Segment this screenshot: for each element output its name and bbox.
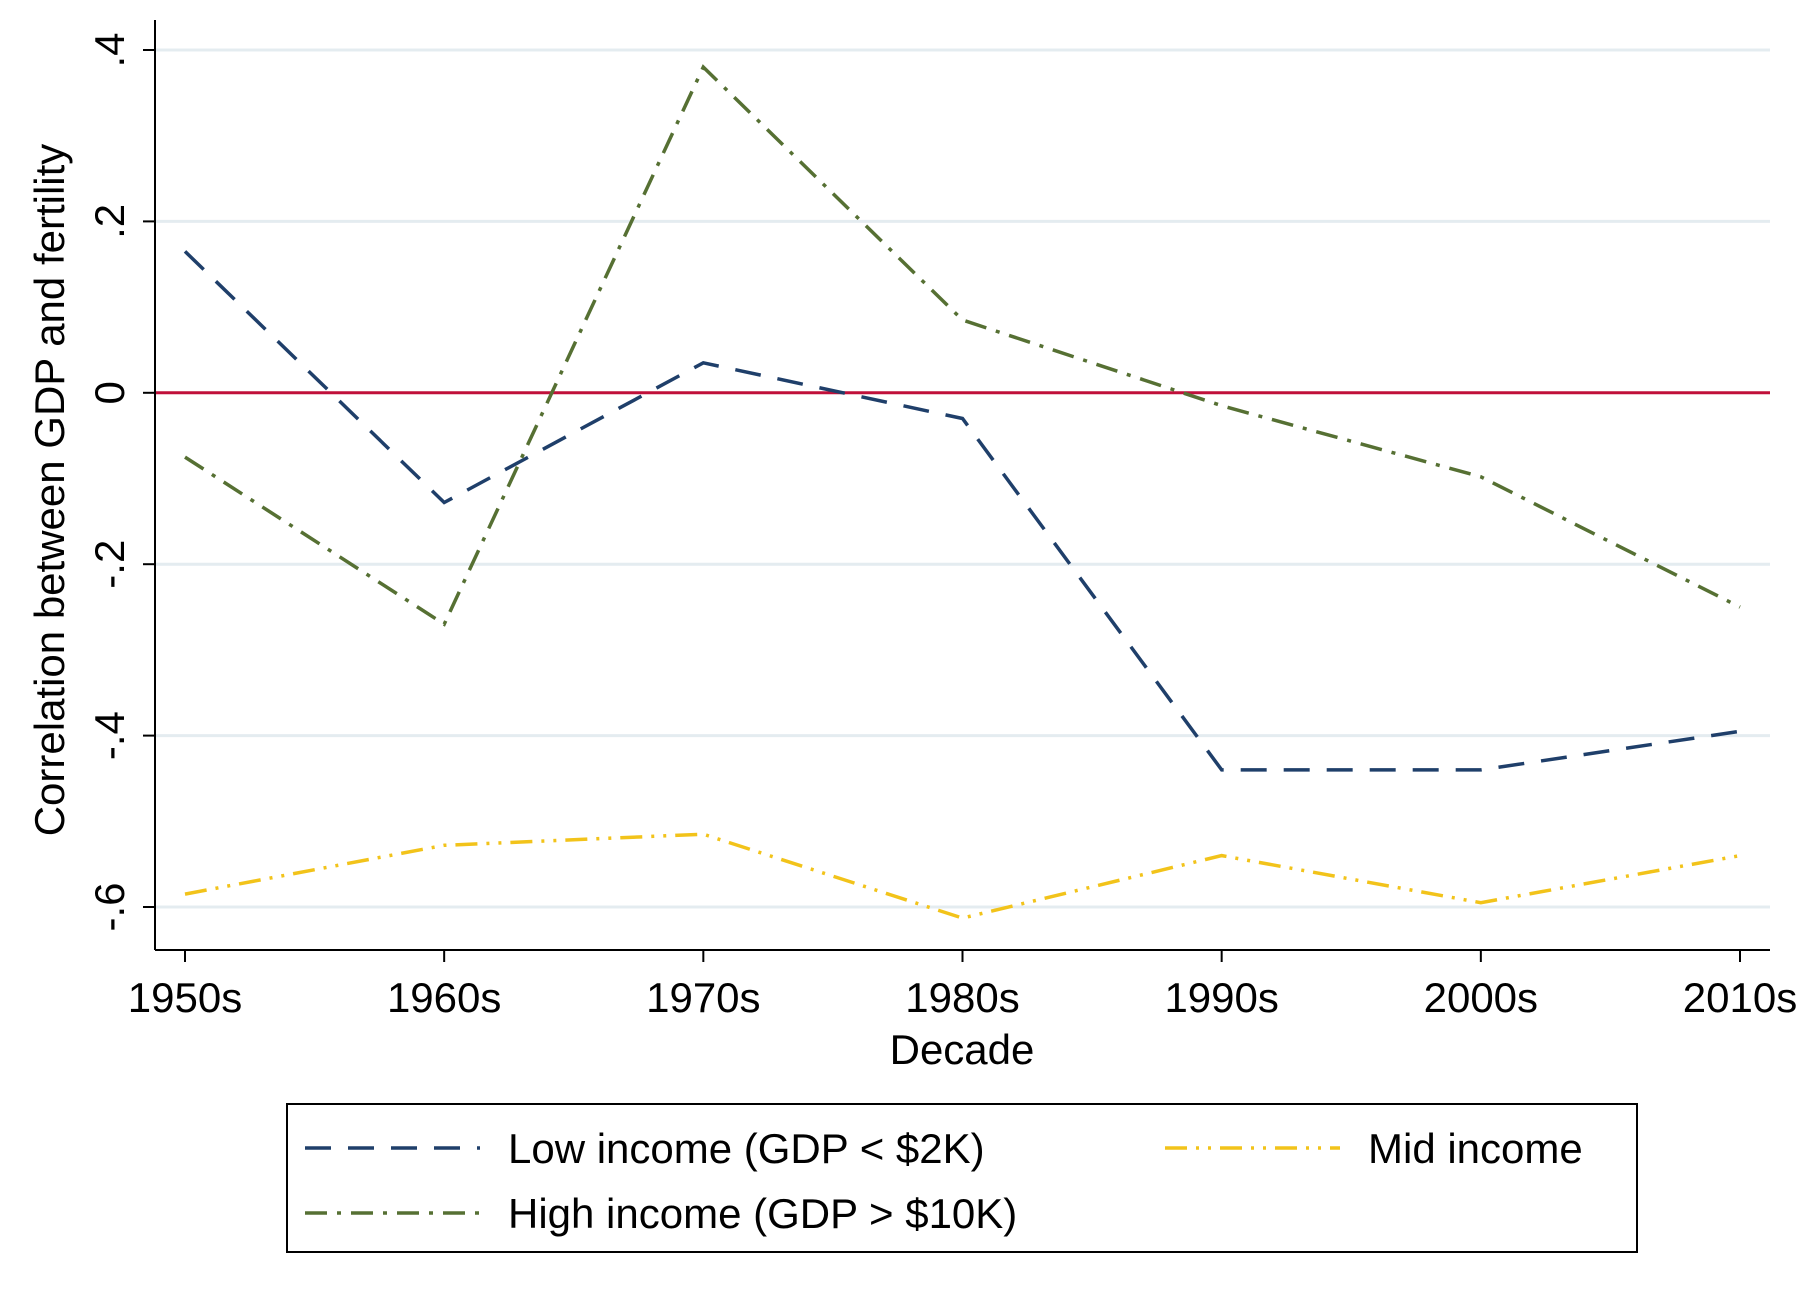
x-ticks: 1950s 1960s 1970s 1980s 1990s 2000s 2010s [128,950,1797,1021]
y-tick-label: 0 [86,381,133,404]
legend-box [286,1103,1638,1253]
gridlines [155,48,1770,909]
y-tick-label: -.2 [86,540,133,589]
legend-label-2: Mid income [1368,1125,1583,1172]
x-tick-label: 1960s [387,974,501,1021]
series-line-0 [183,250,1741,772]
x-axis-title: Decade [890,1026,1035,1073]
y-tick-label: .2 [86,204,133,239]
series-line-2 [184,832,1741,920]
x-tick-label: 1970s [646,974,760,1021]
legend-label-1: High income (GDP > $10K) [508,1190,1017,1237]
legend: Low income (GDP < $2K) Mid income High inc… [286,1103,1638,1253]
legend-label-0: Low income (GDP < $2K) [508,1125,985,1172]
x-tick-label: 2010s [1683,974,1797,1021]
y-axis-title: Correlation between GDP and fertility [26,144,73,837]
y-ticks: .4 .2 0 -.2 -.4 -.6 [86,32,155,932]
y-tick-label: .4 [86,32,133,67]
x-tick-label: 2000s [1424,974,1538,1021]
y-tick-label: -.6 [86,882,133,931]
x-tick-label: 1980s [905,974,1019,1021]
x-tick-label: 1950s [128,974,242,1021]
x-tick-label: 1990s [1164,974,1278,1021]
series-line-1 [184,64,1741,627]
y-tick-label: -.4 [86,711,133,760]
series-group [183,64,1741,920]
